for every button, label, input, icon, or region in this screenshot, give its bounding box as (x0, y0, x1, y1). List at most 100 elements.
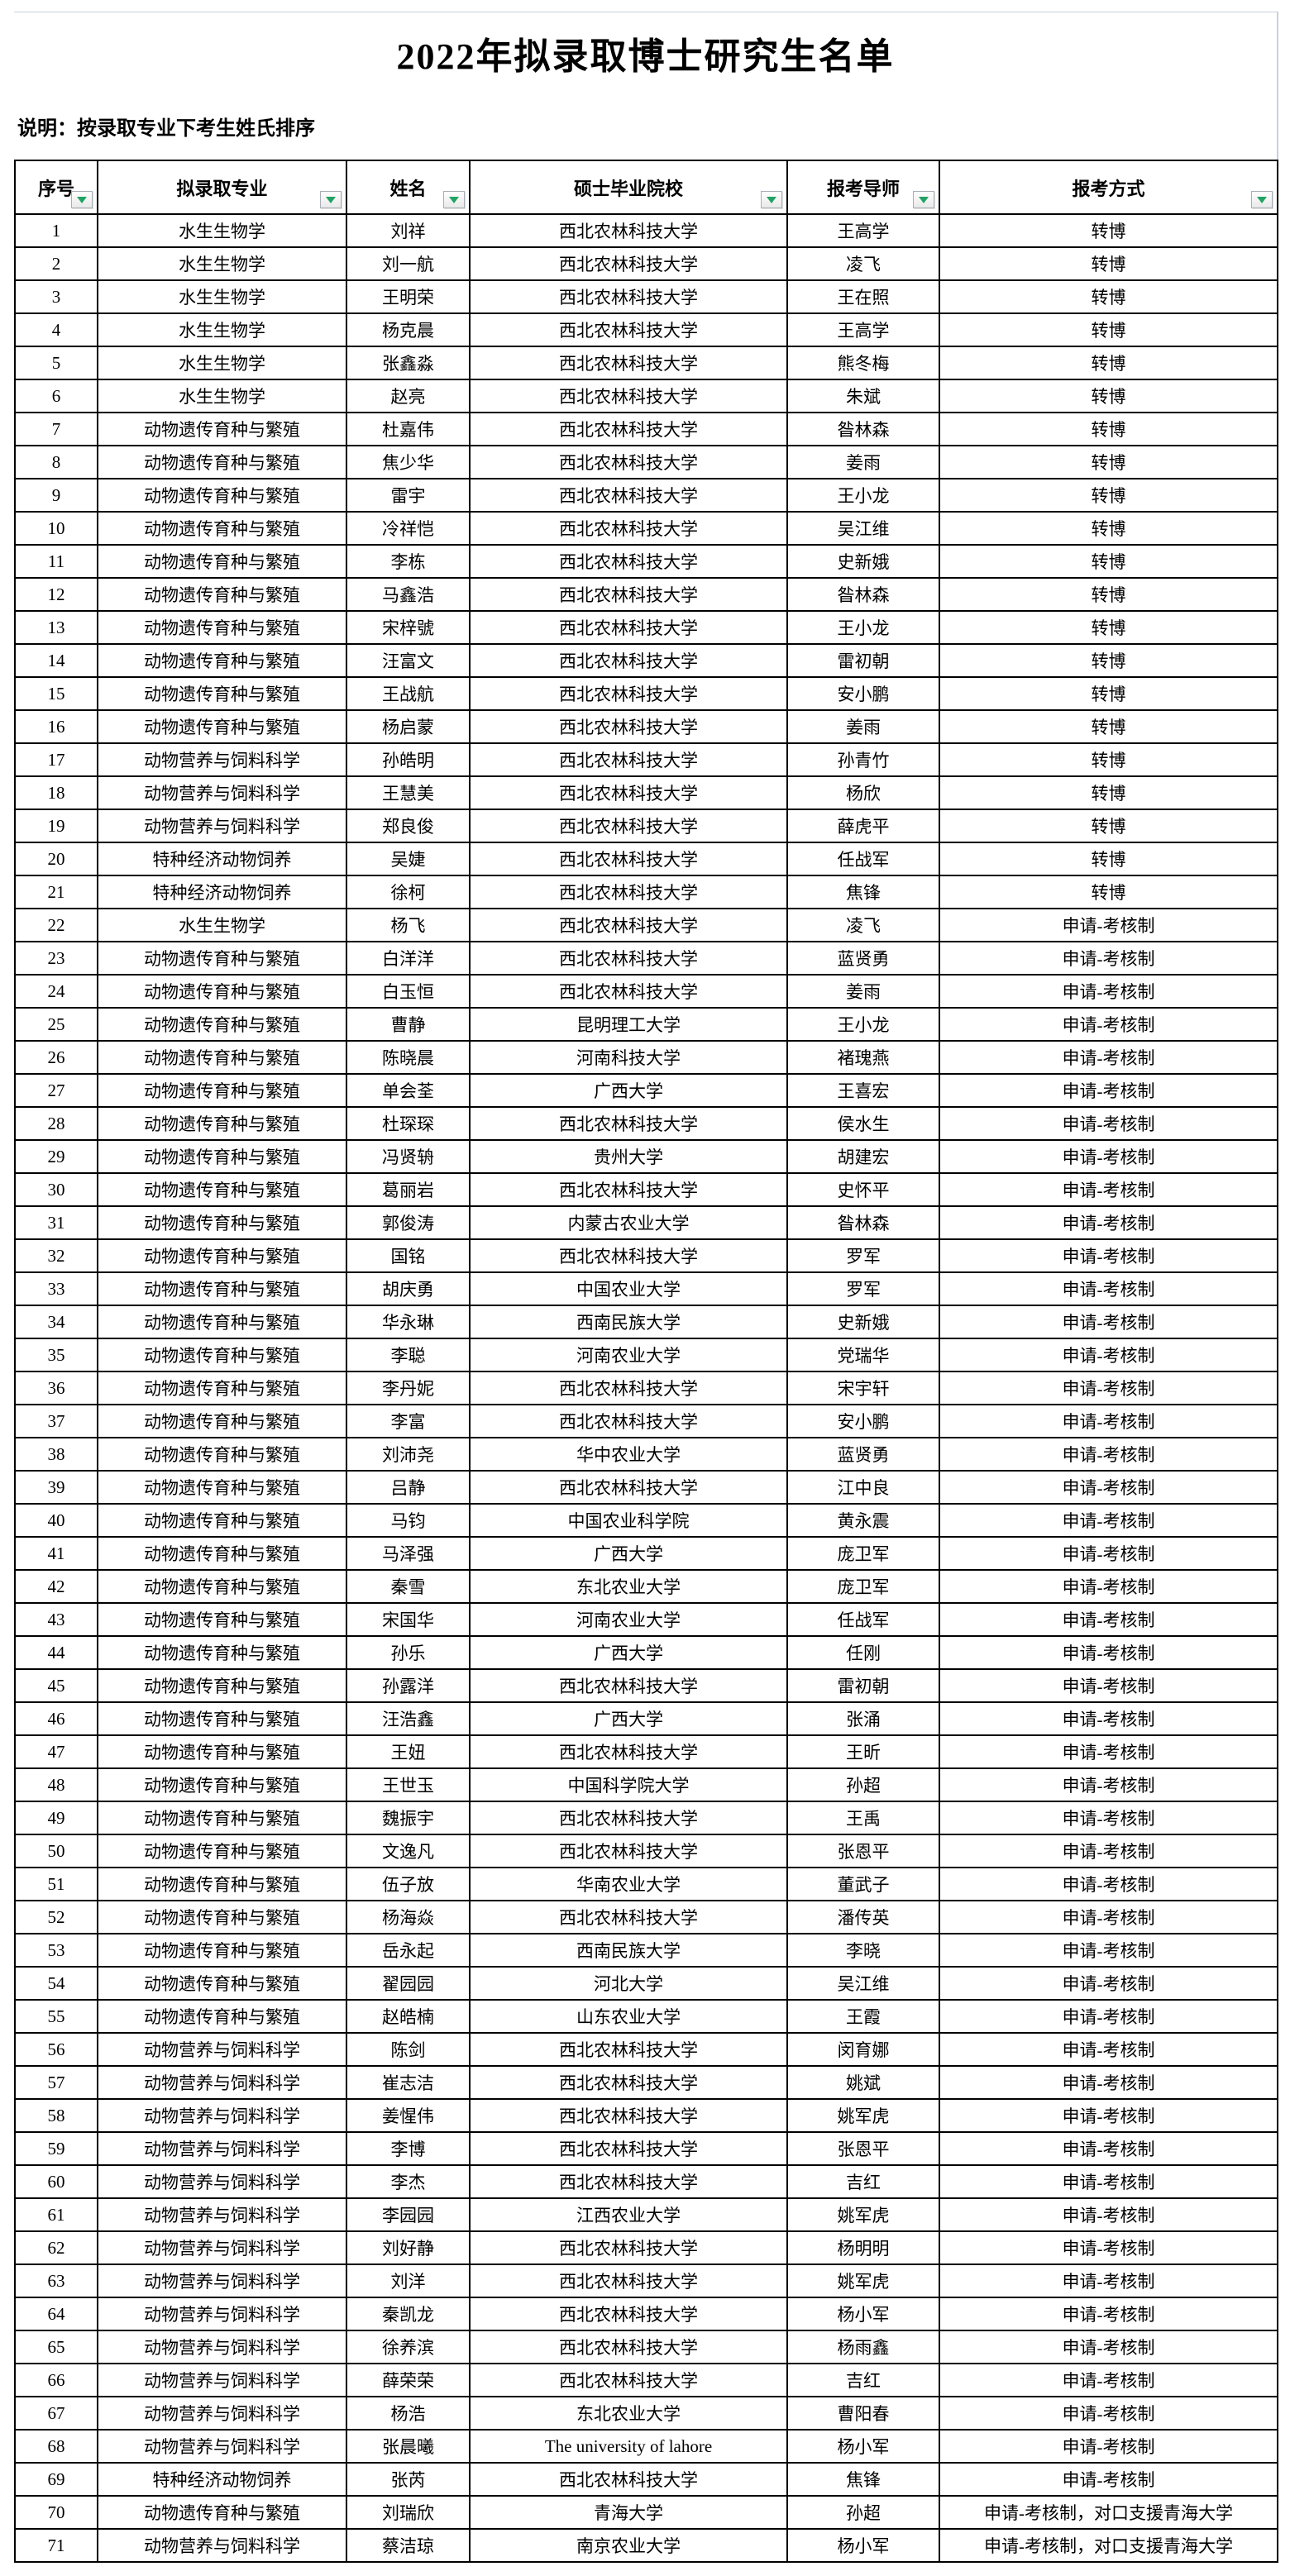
cell-no: 12 (14, 577, 98, 612)
cell-name: 汪富文 (346, 643, 471, 678)
filter-dropdown-button[interactable] (913, 191, 934, 208)
cell-advisor: 褚瑰燕 (786, 1040, 940, 1075)
cell-major: 动物遗传育种与繁殖 (97, 974, 347, 1009)
cell-school: 西北农林科技大学 (469, 412, 788, 446)
cell-name: 宋梓號 (346, 610, 471, 645)
cell-school: 东北农业大学 (469, 1569, 788, 1604)
cell-major: 动物营养与饲料科学 (97, 2065, 347, 2100)
cell-school: 西北农林科技大学 (469, 1238, 788, 1273)
cell-school: 西北农林科技大学 (469, 875, 788, 909)
note-band: 说明：按录取专业下考生姓氏排序 (14, 93, 1277, 160)
table-row: 37 动物遗传育种与繁殖 李富 西北农林科技大学 安小鹏 申请-考核制 (14, 1404, 1278, 1438)
cell-method: 转博 (939, 643, 1278, 678)
table-row: 16 动物遗传育种与繁殖 杨启蒙 西北农林科技大学 姜雨 转博 (14, 709, 1278, 744)
cell-no: 16 (14, 709, 98, 744)
table-row: 17 动物营养与饲料科学 孙皓明 西北农林科技大学 孙青竹 转博 (14, 742, 1278, 777)
cell-advisor: 姚军虎 (786, 2197, 940, 2232)
cell-no: 53 (14, 1933, 98, 1968)
cell-school: 西北农林科技大学 (469, 809, 788, 843)
cell-name: 吕静 (346, 1470, 471, 1505)
cell-no: 24 (14, 974, 98, 1009)
cell-name: 徐养滨 (346, 2330, 471, 2364)
cell-advisor: 王高学 (786, 213, 940, 248)
cell-school: 西北农林科技大学 (469, 2131, 788, 2166)
cell-advisor: 王禹 (786, 1801, 940, 1835)
cell-major: 动物遗传育种与繁殖 (97, 511, 347, 546)
cell-name: 李聪 (346, 1338, 471, 1372)
cell-major: 动物遗传育种与繁殖 (97, 1205, 347, 1240)
cell-method: 转博 (939, 511, 1278, 546)
cell-major: 动物营养与饲料科学 (97, 2230, 347, 2265)
table-row: 13 动物遗传育种与繁殖 宋梓號 西北农林科技大学 王小龙 转博 (14, 610, 1278, 645)
cell-method: 申请-考核制 (939, 1305, 1278, 1339)
cell-no: 36 (14, 1371, 98, 1405)
cell-school: 西南民族大学 (469, 1933, 788, 1968)
cell-method: 申请-考核制 (939, 2065, 1278, 2100)
cell-major: 水生生物学 (97, 246, 347, 281)
cell-name: 胡庆勇 (346, 1271, 471, 1306)
cell-advisor: 李晓 (786, 1933, 940, 1968)
filter-dropdown-button[interactable] (320, 191, 342, 208)
cell-advisor: 焦锋 (786, 2462, 940, 2497)
page-title: 2022年拟录取博士研究生名单 (396, 36, 895, 77)
table-row: 47 动物遗传育种与繁殖 王妞 西北农林科技大学 王昕 申请-考核制 (14, 1734, 1278, 1769)
cell-name: 魏振宇 (346, 1801, 471, 1835)
cell-method: 申请-考核制 (939, 1007, 1278, 1042)
filter-dropdown-button[interactable] (1251, 191, 1273, 208)
table-body: 1 水生生物学 刘祥 西北农林科技大学 王高学 转博 2 水生生物学 刘一航 西北农林科技大学 凌飞… (14, 213, 1278, 2563)
cell-major: 动物营养与饲料科学 (97, 775, 347, 810)
table-row: 24 动物遗传育种与繁殖 白玉恒 西北农林科技大学 姜雨 申请-考核制 (14, 974, 1278, 1009)
cell-advisor: 姚军虎 (786, 2098, 940, 2133)
cell-major: 动物营养与饲料科学 (97, 2032, 347, 2067)
filter-dropdown-button[interactable] (443, 191, 465, 208)
filter-dropdown-button[interactable] (71, 191, 93, 208)
cell-advisor: 姜雨 (786, 445, 940, 479)
filter-dropdown-button[interactable] (761, 191, 782, 208)
cell-name: 王妞 (346, 1734, 471, 1769)
triangle-down-icon (767, 196, 776, 203)
table-row: 20 特种经济动物饲养 吴婕 西北农林科技大学 任战军 转博 (14, 842, 1278, 876)
cell-advisor: 庞卫军 (786, 1536, 940, 1571)
cell-method: 申请-考核制，对口支援青海大学 (939, 2528, 1278, 2563)
cell-no: 34 (14, 1305, 98, 1339)
cell-method: 申请-考核制 (939, 1701, 1278, 1736)
cell-school: 广西大学 (469, 1073, 788, 1108)
cell-school: 西北农林科技大学 (469, 1172, 788, 1207)
cell-advisor: 凌飞 (786, 246, 940, 281)
cell-no: 52 (14, 1900, 98, 1934)
table-row: 52 动物遗传育种与繁殖 杨海焱 西北农林科技大学 潘传英 申请-考核制 (14, 1900, 1278, 1934)
header-row: 序号 拟录取专业 姓名 硕士毕业院校 报考导师 报考方式 (14, 160, 1278, 215)
cell-school: 西北农林科技大学 (469, 1801, 788, 1835)
cell-advisor: 曹阳春 (786, 2396, 940, 2431)
cell-no: 41 (14, 1536, 98, 1571)
cell-major: 动物遗传育种与繁殖 (97, 1635, 347, 1670)
cell-school: 西北农林科技大学 (469, 2462, 788, 2497)
triangle-down-icon (449, 196, 459, 203)
cell-advisor: 史怀平 (786, 1172, 940, 1207)
cell-school: 西北农林科技大学 (469, 2330, 788, 2364)
cell-school: 西北农林科技大学 (469, 2032, 788, 2067)
cell-method: 申请-考核制 (939, 1371, 1278, 1405)
cell-method: 申请-考核制 (939, 1503, 1278, 1538)
table-row: 50 动物遗传育种与繁殖 文逸凡 西北农林科技大学 张恩平 申请-考核制 (14, 1834, 1278, 1868)
cell-method: 申请-考核制 (939, 1602, 1278, 1637)
cell-school: 西南民族大学 (469, 1305, 788, 1339)
cell-advisor: 张恩平 (786, 2131, 940, 2166)
cell-method: 申请-考核制 (939, 1635, 1278, 1670)
cell-advisor: 张恩平 (786, 1834, 940, 1868)
table-row: 22 水生生物学 杨飞 西北农林科技大学 凌飞 申请-考核制 (14, 908, 1278, 942)
table-row: 68 动物营养与饲料科学 张晨曦 The university of lahore 杨小… (14, 2429, 1278, 2464)
cell-method: 转博 (939, 676, 1278, 711)
cell-school: 河南农业大学 (469, 1338, 788, 1372)
cell-no: 71 (14, 2528, 98, 2563)
cell-advisor: 姜雨 (786, 974, 940, 1009)
cell-no: 64 (14, 2297, 98, 2331)
cell-name: 华永琳 (346, 1305, 471, 1339)
cell-major: 动物遗传育种与繁殖 (97, 478, 347, 513)
cell-name: 赵皓楠 (346, 1999, 471, 2034)
cell-name: 王慧美 (346, 775, 471, 810)
cell-school: 西北农林科技大学 (469, 2164, 788, 2199)
cell-no: 47 (14, 1734, 98, 1769)
table-row: 59 动物营养与饲料科学 李博 西北农林科技大学 张恩平 申请-考核制 (14, 2131, 1278, 2166)
cell-school: 西北农林科技大学 (469, 279, 788, 314)
